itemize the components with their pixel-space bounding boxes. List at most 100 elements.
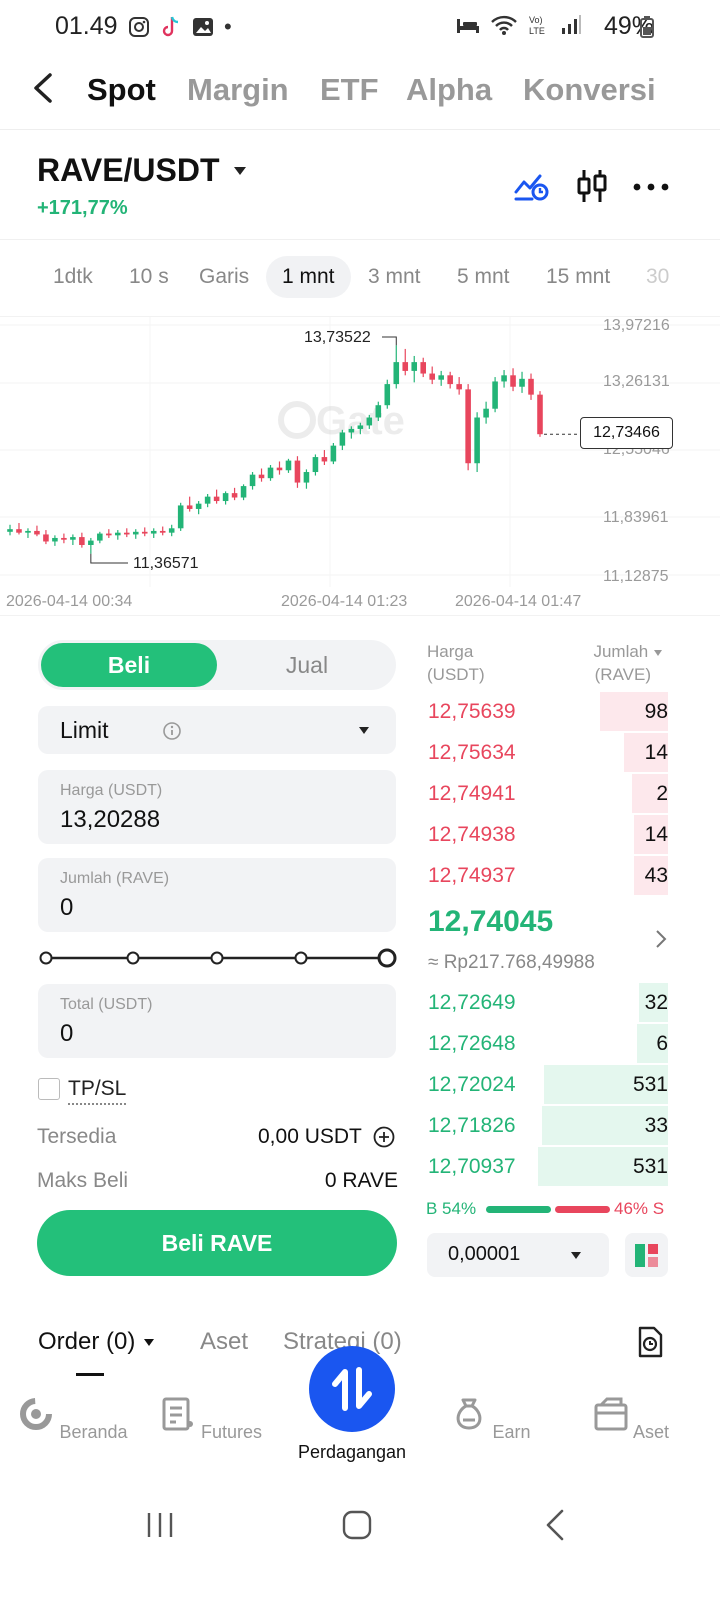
ask-price: 12,75634 — [428, 741, 516, 764]
high-marker-line — [382, 336, 397, 346]
interval-garis[interactable]: Garis — [199, 265, 250, 288]
candle-down — [159, 530, 166, 533]
candle-down — [456, 384, 462, 390]
candle-down — [79, 537, 85, 545]
mid-price-fiat: ≈ Rp217.768,49988 — [428, 952, 595, 973]
candle-down — [141, 531, 148, 534]
slider-step — [39, 951, 53, 965]
orderbook-layout-button[interactable] — [625, 1233, 668, 1277]
caret-down-icon — [571, 1252, 581, 1259]
bid-row[interactable]: 12,70937 531 — [420, 1146, 670, 1187]
interval-15mnt[interactable]: 15 mnt — [546, 265, 611, 288]
tab-margin[interactable]: Margin — [187, 72, 289, 107]
tab-assets[interactable]: Aset — [200, 1328, 249, 1355]
tab-orders[interactable]: Order (0) — [38, 1328, 155, 1356]
bid-price: 12,70937 — [428, 1155, 516, 1178]
amount-slider[interactable] — [38, 946, 398, 970]
recent-apps-icon[interactable] — [145, 1510, 175, 1540]
qty-header-label: Jumlah — [593, 642, 649, 661]
ask-row[interactable]: 12,75639 98 — [420, 691, 670, 732]
interval-1dtk[interactable]: 1dtk — [53, 265, 93, 288]
candle-up — [357, 425, 364, 429]
status-system-icons: Vo) LTE — [456, 14, 582, 36]
add-funds-icon[interactable] — [373, 1126, 395, 1148]
candle-up — [88, 540, 94, 545]
price-alert-icon[interactable] — [514, 170, 550, 202]
tpsl-label[interactable]: TP/SL — [68, 1077, 127, 1105]
total-field[interactable]: Total (USDT) 0 — [38, 984, 396, 1058]
amount-field-value[interactable]: 0 — [60, 894, 74, 921]
pair-selector[interactable]: RAVE/USDT — [37, 152, 248, 189]
home-button-icon[interactable] — [341, 1509, 373, 1541]
system-back-icon[interactable] — [544, 1508, 566, 1542]
ask-row[interactable]: 12,75634 14 — [420, 732, 670, 773]
chevron-right-icon[interactable] — [654, 929, 668, 949]
ask-row[interactable]: 12,74941 2 — [420, 773, 670, 814]
qty-header-unit: (RAVE) — [594, 665, 651, 684]
interval-5mnt[interactable]: 5 mnt — [457, 265, 510, 288]
volte-icon: Vo)LTE — [529, 15, 545, 36]
orderbook-qty-header[interactable]: Jumlah (RAVE) — [593, 640, 663, 686]
bid-row[interactable]: 12,72024 531 — [420, 1064, 670, 1105]
ask-row[interactable]: 12,74938 14 — [420, 814, 670, 855]
candle-up — [168, 528, 175, 533]
order-history-icon[interactable] — [636, 1326, 664, 1358]
candlestick-chart[interactable]: Gate — [0, 317, 720, 617]
candle-up — [519, 378, 525, 387]
price-chart[interactable]: Gate 13,97216 13,26131 12,55046 11,83961… — [0, 316, 720, 616]
ask-depth-bar — [632, 774, 668, 813]
slider-step — [294, 951, 308, 965]
ask-depth-bar — [600, 692, 668, 731]
tab-konversi[interactable]: Konversi — [523, 72, 656, 107]
order-type-dropdown[interactable]: Limit — [38, 706, 396, 754]
interval-3mnt[interactable]: 3 mnt — [368, 265, 421, 288]
info-icon[interactable] — [162, 721, 182, 741]
tab-etf[interactable]: ETF — [320, 72, 379, 107]
candle-up — [492, 381, 498, 409]
y-tick-label: 11,83961 — [603, 509, 669, 526]
orderbook-price-header: Harga (USDT) — [427, 640, 485, 686]
candle-chart-icon[interactable] — [576, 168, 608, 204]
candle-up — [267, 467, 274, 479]
trade-button[interactable] — [309, 1346, 395, 1432]
candle-up — [70, 537, 76, 540]
sell-tab[interactable]: Jual — [285, 652, 329, 678]
nav-assets[interactable]: Aset — [571, 1396, 691, 1443]
interval-1mnt[interactable]: 1 mnt — [266, 256, 351, 298]
interval-10s[interactable]: 10 s — [129, 265, 169, 288]
total-field-value[interactable]: 0 — [60, 1020, 74, 1047]
candle-up — [411, 362, 418, 371]
status-dot: • — [224, 14, 232, 39]
amount-field-label: Jumlah (RAVE) — [60, 870, 170, 887]
price-field-value[interactable]: 13,20288 — [60, 806, 161, 833]
candle-up — [348, 428, 355, 433]
bid-price: 12,72648 — [428, 1032, 516, 1055]
more-options-icon[interactable] — [632, 182, 670, 192]
tpsl-checkbox[interactable] — [38, 1078, 60, 1100]
bid-price: 12,71826 — [428, 1114, 516, 1137]
low-price-marker: 11,36571 — [133, 555, 199, 572]
ask-row[interactable]: 12,74937 43 — [420, 855, 670, 896]
back-arrow-icon[interactable] — [30, 72, 56, 104]
bid-row[interactable]: 12,72648 6 — [420, 1023, 670, 1064]
bid-row[interactable]: 12,71826 33 — [420, 1105, 670, 1146]
buy-submit-button[interactable]: Beli RAVE — [37, 1210, 397, 1276]
nav-home[interactable]: Beranda — [13, 1396, 133, 1443]
bid-price: 12,72024 — [428, 1073, 516, 1096]
low-marker-line — [90, 553, 128, 564]
ask-quantity: 2 — [656, 782, 668, 805]
chart-markers — [90, 336, 580, 564]
amount-field[interactable]: Jumlah (RAVE) 0 — [38, 858, 396, 932]
candle-down — [402, 362, 409, 371]
nav-trade[interactable]: Perdagangan — [280, 1442, 424, 1463]
price-field[interactable]: Harga (USDT) 13,20288 — [38, 770, 396, 844]
interval-30[interactable]: 30 — [646, 265, 670, 288]
x-tick-label: 2026-04-14 01:47 — [455, 593, 582, 610]
bid-row[interactable]: 12,72649 32 — [420, 982, 670, 1023]
tab-alpha[interactable]: Alpha — [406, 72, 493, 107]
precision-dropdown[interactable]: 0,00001 — [427, 1233, 609, 1277]
nav-futures[interactable]: Futures — [151, 1396, 271, 1443]
tab-spot[interactable]: Spot — [87, 72, 156, 107]
buy-tab[interactable]: Beli — [41, 643, 217, 687]
nav-earn[interactable]: Earn — [431, 1396, 551, 1443]
